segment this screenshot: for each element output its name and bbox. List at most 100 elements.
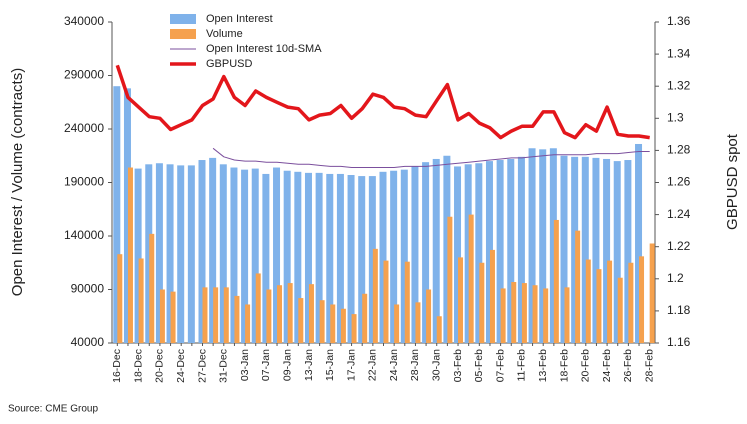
bar xyxy=(404,261,410,343)
y2-tick-label: 1.28 xyxy=(667,143,691,157)
y2-tick-label: 1.34 xyxy=(667,46,691,60)
bar xyxy=(362,293,368,343)
bar xyxy=(528,148,536,343)
bar xyxy=(390,170,398,343)
bar xyxy=(458,257,464,343)
bar xyxy=(596,269,602,343)
bar xyxy=(443,155,451,343)
bar xyxy=(298,298,304,343)
bar xyxy=(358,176,366,343)
bar xyxy=(127,167,133,343)
x-tick-label: 15-Jan xyxy=(324,349,336,381)
bar xyxy=(639,256,645,343)
y2-tick-label: 1.3 xyxy=(667,110,684,124)
x-tick-label: 05-Feb xyxy=(473,349,485,382)
bar xyxy=(294,171,302,343)
bar xyxy=(549,148,557,343)
bar xyxy=(468,214,474,343)
x-tick-label: 07-Jan xyxy=(260,349,272,381)
bar xyxy=(507,158,515,343)
legend-label: GBPUSD xyxy=(206,58,253,70)
bar xyxy=(592,157,600,343)
x-tick-label: 09-Jan xyxy=(281,349,293,381)
bar xyxy=(209,157,217,343)
bar xyxy=(287,283,293,343)
x-tick-label: 11-Feb xyxy=(516,349,528,382)
bar xyxy=(326,173,334,343)
bar xyxy=(479,262,485,343)
x-tick-label: 30-Jan xyxy=(431,349,443,381)
bar xyxy=(351,314,357,343)
bar xyxy=(617,277,623,343)
bar xyxy=(415,302,421,343)
legend-swatch xyxy=(170,29,196,39)
bar xyxy=(624,160,632,343)
bar xyxy=(138,258,144,343)
bar xyxy=(266,289,272,343)
bar xyxy=(223,287,229,343)
bar xyxy=(336,173,344,343)
bar xyxy=(166,164,174,343)
bar xyxy=(145,164,153,343)
x-tick-label: 07-Feb xyxy=(494,349,506,382)
bar xyxy=(283,170,291,343)
x-tick-label: 28-Jan xyxy=(409,349,421,381)
bar xyxy=(230,167,238,343)
x-tick-label: 20-Dec xyxy=(154,349,166,383)
bar xyxy=(432,158,440,343)
y2-tick-label: 1.16 xyxy=(667,335,691,349)
y-tick-label: 190000 xyxy=(64,175,104,189)
bar xyxy=(511,282,517,343)
legend-label: Open Interest 10d-SMA xyxy=(206,43,322,55)
x-tick-label: 24-Dec xyxy=(175,349,187,383)
x-tick-label: 26-Feb xyxy=(622,349,634,382)
x-tick-label: 22-Jan xyxy=(367,349,379,381)
y2-tick-label: 1.36 xyxy=(667,14,691,28)
bar xyxy=(560,155,568,343)
bar xyxy=(411,166,419,343)
bar xyxy=(649,243,655,343)
bar xyxy=(475,163,483,343)
bar xyxy=(308,284,314,343)
x-tick-label: 03-Feb xyxy=(452,349,464,382)
y-tick-label: 140000 xyxy=(64,228,104,242)
bar xyxy=(123,88,131,343)
bar xyxy=(521,283,527,343)
y2-tick-label: 1.18 xyxy=(667,303,691,317)
bar xyxy=(426,289,432,343)
y2-tick-label: 1.2 xyxy=(667,271,684,285)
x-tick-label: 24-Jan xyxy=(388,349,400,381)
bar xyxy=(603,158,611,343)
y-tick-label: 90000 xyxy=(71,282,105,296)
legend-label: Volume xyxy=(206,28,243,40)
bar xyxy=(213,287,219,343)
bar xyxy=(571,156,579,343)
bar xyxy=(372,248,378,343)
bar xyxy=(532,285,538,343)
bar xyxy=(315,172,323,343)
bar xyxy=(400,169,408,343)
bar xyxy=(489,249,495,343)
bar xyxy=(149,233,155,343)
bar xyxy=(170,291,176,343)
bar xyxy=(304,172,312,343)
x-tick-label: 18-Feb xyxy=(558,349,570,382)
bar xyxy=(219,164,227,343)
bar xyxy=(635,143,643,343)
bar xyxy=(500,288,506,343)
x-tick-label: 18-Dec xyxy=(132,349,144,383)
bar xyxy=(368,176,376,343)
y2-tick-label: 1.32 xyxy=(667,78,691,92)
x-tick-label: 13-Jan xyxy=(303,349,315,381)
legend-swatch xyxy=(170,14,196,24)
bar xyxy=(277,285,283,343)
bar xyxy=(454,166,462,343)
y2-tick-label: 1.24 xyxy=(667,207,691,221)
bar xyxy=(485,161,493,343)
x-tick-label: 03-Jan xyxy=(239,349,251,381)
bar xyxy=(543,288,549,343)
bar xyxy=(436,316,442,343)
bar xyxy=(255,273,261,343)
